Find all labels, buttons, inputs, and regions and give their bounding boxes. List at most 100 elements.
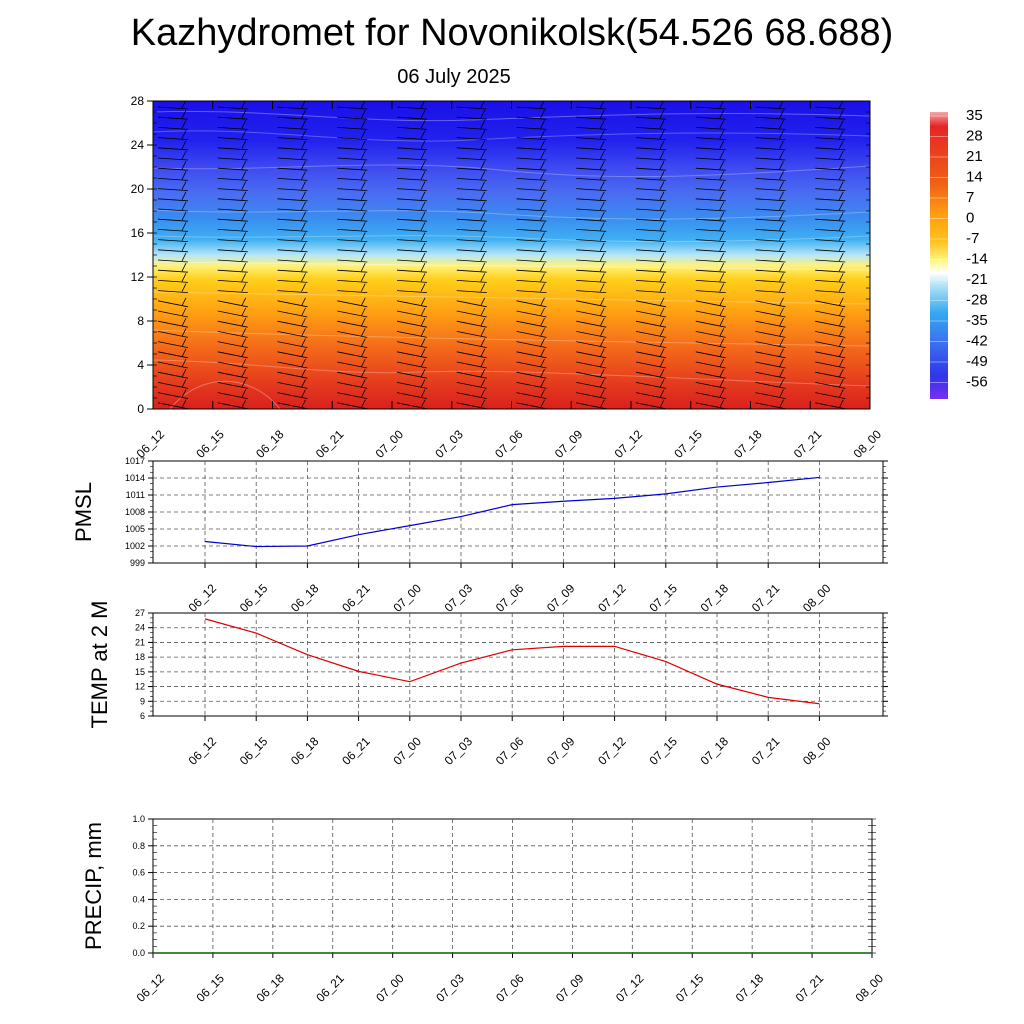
x-tick-label: 07_15 (671, 427, 705, 461)
wind-barb (516, 127, 547, 130)
wind-barb-flag (838, 171, 844, 180)
colorbar-label: -56 (966, 374, 988, 391)
wind-barb-flag (301, 338, 306, 347)
wind-barb (157, 157, 189, 161)
wind-barb (396, 116, 428, 120)
wind-barb-flag (599, 242, 605, 251)
x-tick-label: 07_12 (595, 734, 629, 768)
wind-barb (157, 269, 189, 273)
wind-barb (337, 218, 368, 222)
wind-barb (695, 280, 726, 283)
wind-barb-flag (838, 212, 844, 221)
wind-barb (337, 137, 368, 140)
wind-barb-flag (540, 338, 545, 347)
wind-barb-flag (719, 150, 725, 160)
wind-barb-flag (420, 242, 426, 251)
wind-barb (217, 239, 248, 242)
wind-barb (217, 280, 248, 283)
x-tick-label: 06_21 (313, 427, 347, 461)
wind-barb-flag (719, 181, 725, 190)
x-tick-label: 07_15 (673, 971, 707, 1005)
wind-barb-flag (779, 379, 784, 388)
wind-barb (516, 106, 547, 110)
wind-barb-flag (659, 379, 665, 388)
wind-barb-flag (719, 338, 725, 347)
wind-barb (337, 106, 368, 110)
y-tick-label: 1002 (125, 541, 145, 551)
wind-barb-flag (241, 263, 247, 272)
x-tick-label: 07_03 (432, 427, 466, 461)
wind-barb-flag (360, 263, 366, 272)
wind-barb-flag (599, 297, 605, 306)
wind-barb-flag (241, 140, 247, 149)
wind-barb (217, 127, 248, 130)
wind-barb-flag (838, 318, 844, 327)
wind-barb (456, 320, 487, 328)
wind-barb (635, 371, 667, 379)
wind-barb-flag (779, 191, 784, 200)
wind-barb (157, 208, 189, 212)
wind-barb-flag (301, 348, 306, 357)
y-tick-label: 28 (131, 94, 145, 108)
precip-panel: 1.0 0.8 0.6 0.4 0.2 0.0 06_12 06_15 06_18 06_21 07… (81, 814, 886, 1005)
wind-barb-flag (779, 348, 784, 357)
wind-barb-flag (420, 263, 426, 272)
wind-barb (337, 402, 368, 409)
wind-barb (277, 137, 308, 140)
wind-barb-flag (540, 191, 545, 200)
wind-barb (516, 351, 547, 359)
wind-barb (695, 341, 726, 348)
wind-barb-flag (540, 161, 545, 170)
y-tick-label: 9 (140, 696, 145, 706)
wind-barb-flag (540, 399, 545, 408)
wind-barb (815, 392, 846, 399)
wind-barb (396, 198, 428, 202)
wind-barb (695, 269, 726, 273)
wind-barb (695, 157, 726, 161)
wind-barb-flag (301, 171, 306, 180)
wind-barb-flag (241, 171, 247, 180)
wind-barb-flag (360, 201, 366, 211)
wind-barb (157, 198, 189, 202)
wind-barb-flag (659, 171, 665, 180)
wind-barb (157, 371, 189, 379)
wind-barb (277, 239, 308, 242)
x-tick-label: 06_21 (313, 971, 347, 1005)
wind-barb (516, 310, 547, 318)
y-tick-label: 0.8 (132, 841, 145, 851)
wind-barb (695, 218, 726, 222)
wind-barb-flag (420, 201, 426, 211)
wind-barb (456, 382, 487, 389)
wind-barb-flag (838, 379, 844, 388)
x-tick-label: 07_18 (698, 581, 732, 615)
wind-barb (815, 188, 846, 191)
wind-barb (157, 361, 189, 369)
x-tick-label: 06_18 (288, 581, 322, 615)
wind-barb-flag (659, 389, 665, 398)
wind-barb (695, 320, 726, 328)
wind-barb (516, 320, 547, 328)
wind-barb (516, 188, 547, 191)
wind-barb (755, 157, 786, 161)
wind-barb (157, 239, 189, 242)
wind-barb-flag (659, 140, 665, 149)
wind-barb (277, 167, 308, 171)
wind-barb (277, 106, 308, 110)
wind-barb-flag (540, 252, 545, 262)
wind-barb-flag (659, 307, 665, 317)
wind-barb-flag (599, 171, 605, 180)
wind-barb-flag (301, 307, 306, 317)
wind-barb-flag (599, 140, 605, 149)
wind-barb-flag (779, 161, 784, 170)
wind-barb (576, 392, 607, 399)
wind-barb (456, 371, 487, 379)
wind-barb (755, 280, 786, 283)
wind-barb-flag (719, 358, 725, 368)
wind-barb (217, 229, 248, 232)
wind-barb-flag (659, 338, 665, 347)
wind-barb (516, 259, 547, 263)
wind-barb (396, 218, 428, 222)
wind-barb (635, 167, 667, 171)
wind-barb-flag (181, 369, 187, 378)
wind-barb (695, 402, 726, 409)
